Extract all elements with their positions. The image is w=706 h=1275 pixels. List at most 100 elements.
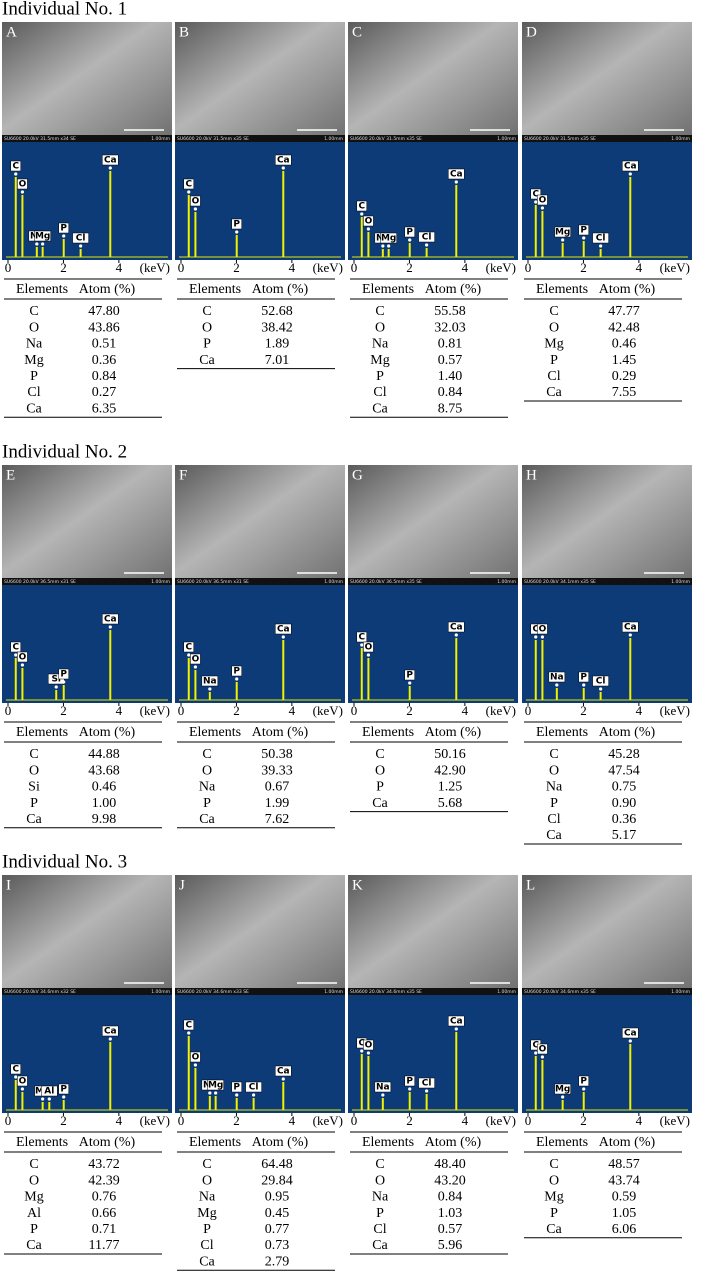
peak-label: C xyxy=(532,1041,539,1051)
spectrum xyxy=(175,585,345,703)
x-tick-label: 4 xyxy=(289,703,296,718)
peak-label-box xyxy=(448,1015,465,1027)
table-cell: C xyxy=(549,1157,558,1172)
table-cell: 29.84 xyxy=(261,1173,293,1188)
axis-unit: (keV) xyxy=(140,703,170,718)
peak-label: O xyxy=(539,196,547,206)
peak-label-box xyxy=(578,1075,589,1087)
x-tick-label: 0 xyxy=(5,260,12,275)
peak-dot xyxy=(387,244,391,248)
table-cell: Na xyxy=(199,1190,216,1205)
peak-dot xyxy=(360,643,364,647)
peak-dot xyxy=(425,1089,429,1093)
x-tick-label: 4 xyxy=(289,1113,296,1128)
table-cell: P xyxy=(30,369,38,384)
table-cell: Cl xyxy=(547,369,560,384)
table-cell: 0.95 xyxy=(265,1190,290,1205)
axis-unit: (keV) xyxy=(660,703,690,718)
x-tick-label: 4 xyxy=(462,1113,469,1128)
peak-label: O xyxy=(192,655,200,665)
peak-label: C xyxy=(358,1039,365,1049)
peak-label: Mg xyxy=(381,234,396,244)
peak-label-box xyxy=(275,1065,292,1077)
x-tick-label: 0 xyxy=(525,1113,532,1128)
peak-dot xyxy=(555,683,559,687)
peak-label: C xyxy=(532,190,539,200)
peak-dot xyxy=(187,653,191,657)
peak-label-box xyxy=(58,1083,69,1095)
peak-dot xyxy=(582,683,586,687)
peak-dot xyxy=(408,238,412,242)
table-header: Elements xyxy=(189,725,241,740)
table-cell: Mg xyxy=(544,1190,563,1205)
peak-label-box xyxy=(404,226,415,238)
axis-unit: (keV) xyxy=(313,260,343,275)
x-tick-label: 0 xyxy=(351,703,358,718)
peak-label: Ca xyxy=(450,1017,463,1027)
peak-label: Ca xyxy=(104,1027,117,1037)
x-tick-label: 0 xyxy=(351,1113,358,1128)
table-header: Atom (%) xyxy=(252,725,309,740)
peak-label-box xyxy=(245,1081,262,1093)
table-cell: Mg xyxy=(544,337,563,352)
peak-label: Ca xyxy=(624,623,637,633)
peak-label-box xyxy=(530,188,542,200)
peak-label-box xyxy=(622,160,639,172)
table-cell: 5.96 xyxy=(438,1238,463,1253)
table-cell: C xyxy=(549,747,558,762)
peak-label: Ca xyxy=(277,156,290,166)
peak-label: Cl xyxy=(422,1079,432,1089)
info-strip xyxy=(175,988,345,995)
peak-dot xyxy=(208,1091,212,1095)
table-cell: 0.45 xyxy=(265,1206,290,1221)
peak-dot xyxy=(54,685,58,689)
table-cell: Na xyxy=(546,780,563,795)
scale-label: 1.00mm xyxy=(151,579,170,585)
peak-dot xyxy=(360,212,364,216)
peak-dot xyxy=(108,625,112,629)
table-cell: 0.46 xyxy=(92,780,117,795)
peak-dot xyxy=(235,1093,239,1097)
peak-dot xyxy=(534,200,538,204)
table-cell: Si xyxy=(28,780,40,795)
x-tick-label: 4 xyxy=(116,703,123,718)
peak-label: P xyxy=(580,1077,587,1087)
table-cell: 0.73 xyxy=(265,1238,290,1253)
table-cell: Ca xyxy=(372,401,388,416)
sem-image xyxy=(348,875,518,995)
peak-label-box xyxy=(578,671,589,683)
table-cell: C xyxy=(29,747,38,762)
peak-dot xyxy=(599,244,603,248)
table-cell: C xyxy=(29,1157,38,1172)
peak-dot xyxy=(628,633,632,637)
table-header: Elements xyxy=(16,1135,68,1150)
info-strip xyxy=(175,578,345,585)
peak-label: Mg xyxy=(555,1085,570,1095)
peak-dot xyxy=(214,1091,218,1095)
sem-image xyxy=(522,22,692,142)
table-cell: 0.67 xyxy=(265,780,290,795)
peak-dot xyxy=(454,1027,458,1031)
table-header: Atom (%) xyxy=(599,1135,656,1150)
peak-dot xyxy=(35,242,39,246)
x-tick-label: 4 xyxy=(462,260,469,275)
x-tick-label: 2 xyxy=(60,703,67,718)
table-cell: 45.28 xyxy=(608,747,640,762)
table-cell: 0.81 xyxy=(438,337,463,352)
sem-info: SU6600 20.0kV 31.5mm x35 SE xyxy=(524,136,596,142)
peak-label: Ca xyxy=(450,623,463,633)
table-cell: 43.72 xyxy=(88,1157,120,1172)
table-cell: 1.89 xyxy=(265,337,290,352)
peak-label: P xyxy=(60,1085,67,1095)
panel-letter: L xyxy=(526,877,535,893)
table-cell: 42.48 xyxy=(608,320,640,335)
peak-dot xyxy=(366,653,371,657)
x-tick-label: 2 xyxy=(580,703,587,718)
peak-label: Ca xyxy=(104,156,117,166)
peak-label-box xyxy=(363,1039,374,1051)
x-tick-label: 4 xyxy=(289,260,296,275)
table-cell: O xyxy=(29,1173,39,1188)
peak-dot xyxy=(561,1095,565,1099)
axis-unit: (keV) xyxy=(660,260,690,275)
table-header: Atom (%) xyxy=(79,1135,136,1150)
